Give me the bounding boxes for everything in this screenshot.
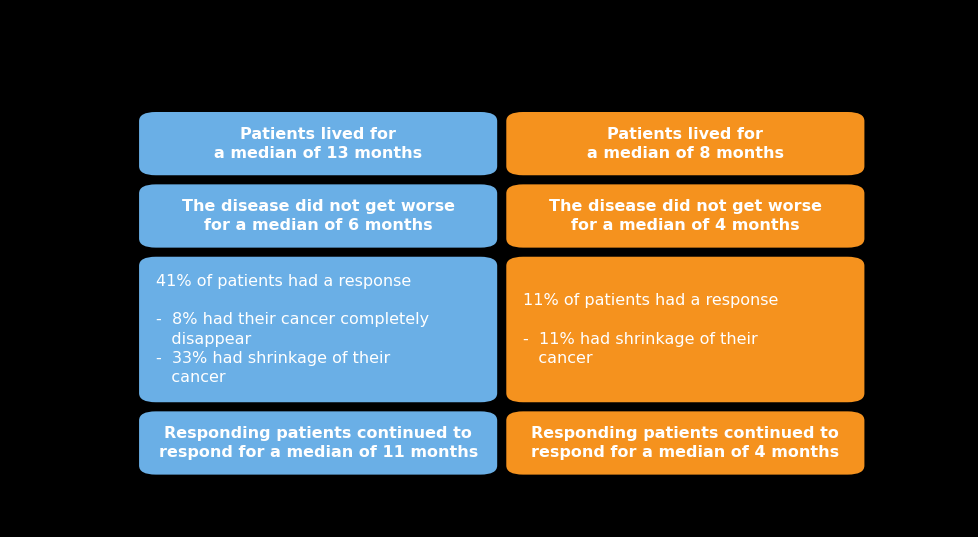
FancyBboxPatch shape <box>506 112 864 175</box>
Text: 11% of patients had a response

-  11% had shrinkage of their
   cancer: 11% of patients had a response - 11% had… <box>522 293 778 366</box>
Text: The disease did not get worse
for a median of 4 months: The disease did not get worse for a medi… <box>549 199 821 233</box>
Text: Responding patients continued to
respond for a median of 4 months: Responding patients continued to respond… <box>531 426 838 460</box>
Text: 41% of patients had a response

-  8% had their cancer completely
   disappear
-: 41% of patients had a response - 8% had … <box>156 274 428 385</box>
FancyBboxPatch shape <box>139 184 497 248</box>
FancyBboxPatch shape <box>139 411 497 475</box>
FancyBboxPatch shape <box>506 184 864 248</box>
Text: The disease did not get worse
for a median of 6 months: The disease did not get worse for a medi… <box>182 199 454 233</box>
Text: Patients lived for
a median of 8 months: Patients lived for a median of 8 months <box>586 127 783 161</box>
FancyBboxPatch shape <box>506 257 864 402</box>
FancyBboxPatch shape <box>506 411 864 475</box>
Text: Responding patients continued to
respond for a median of 11 months: Responding patients continued to respond… <box>158 426 477 460</box>
FancyBboxPatch shape <box>139 257 497 402</box>
FancyBboxPatch shape <box>139 112 497 175</box>
Text: Patients lived for
a median of 13 months: Patients lived for a median of 13 months <box>214 127 422 161</box>
